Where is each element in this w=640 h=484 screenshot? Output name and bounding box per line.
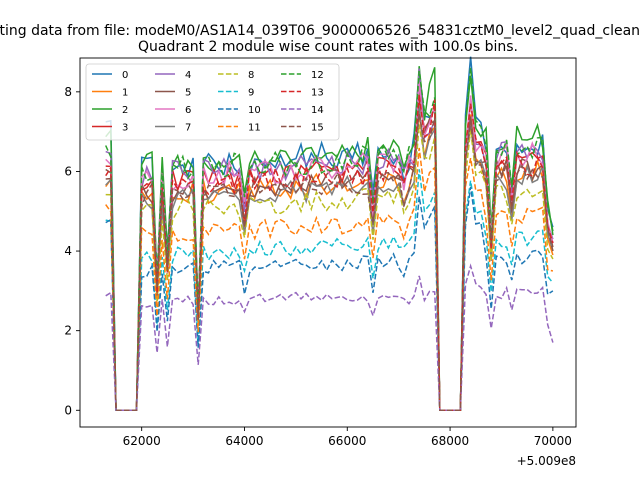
x-tick-label-66000: 66000: [328, 434, 366, 448]
axes-frame: [79, 57, 577, 428]
legend-label-5: 5: [185, 88, 191, 99]
chart-title: Quadrant 2 module wise count rates with …: [138, 39, 518, 55]
series-line-8: [105, 124, 554, 412]
x-offset-label: +5.009e8: [517, 454, 576, 468]
x-tick-label-62000: 62000: [123, 434, 161, 448]
y-tick-label-6: 6: [64, 164, 72, 178]
series-line-13: [105, 94, 554, 412]
legend-label-11: 11: [248, 123, 261, 134]
legend-label-0: 0: [122, 70, 128, 81]
series-line-12: [105, 67, 554, 412]
series-line-10: [105, 186, 554, 412]
series-line-11: [105, 147, 554, 412]
legend-label-7: 7: [185, 123, 191, 134]
legend-label-9: 9: [248, 88, 254, 99]
x-tick-label-70000: 70000: [534, 434, 572, 448]
y-tick-label-0: 0: [64, 403, 72, 417]
series-line-6: [105, 81, 554, 412]
legend-box: [85, 63, 340, 141]
y-tick-label-2: 2: [64, 324, 72, 338]
legend-label-14: 14: [311, 105, 324, 116]
legend-label-12: 12: [311, 70, 324, 81]
legend-label-8: 8: [248, 70, 254, 81]
series-line-15: [105, 113, 554, 412]
legend-label-13: 13: [311, 88, 324, 99]
legend-label-10: 10: [248, 105, 261, 116]
legend-label-1: 1: [122, 88, 128, 99]
x-tick-label-68000: 68000: [431, 434, 469, 448]
y-tick-label-4: 4: [64, 244, 72, 258]
series-line-4: [105, 68, 554, 412]
legend-label-2: 2: [122, 105, 128, 116]
series-line-7: [105, 106, 554, 412]
legend-label-6: 6: [185, 105, 191, 116]
legend-label-15: 15: [311, 123, 324, 134]
series-line-2: [105, 66, 554, 412]
x-tick-label-64000: 64000: [225, 434, 263, 448]
legend-label-4: 4: [185, 70, 191, 81]
plot-area: 62000 64000 66000 68000 70000024680123456789…: [64, 56, 577, 448]
figure-suptitle: Plotting data from file: modeM0/AS1A14_0…: [0, 23, 640, 39]
legend-label-3: 3: [122, 123, 128, 134]
series-line-9: [105, 169, 554, 412]
y-tick-label-8: 8: [64, 85, 72, 99]
series-line-14: [105, 263, 554, 412]
